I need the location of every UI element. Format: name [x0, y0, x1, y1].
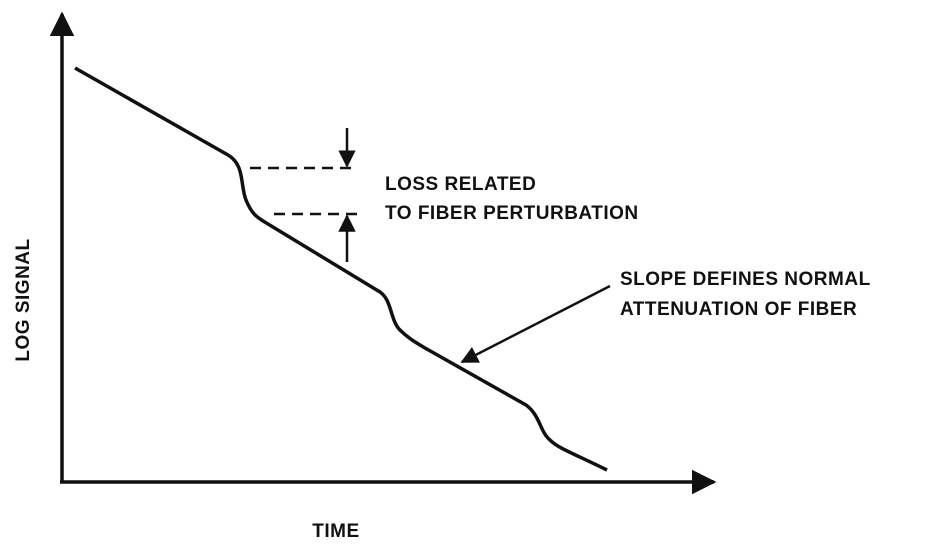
- annotation-text: TO FIBER PERTURBATION: [385, 203, 639, 224]
- y-axis-label: LOG SIGNAL: [13, 238, 34, 361]
- annotation-text: SLOPE DEFINES NORMAL: [620, 269, 871, 290]
- annotation-text: LOSS RELATED: [385, 174, 536, 195]
- signal-trace: [74, 66, 608, 472]
- annotation-text: ATTENUATION OF FIBER: [620, 299, 857, 320]
- arrow: [460, 284, 611, 364]
- x-axis-label: TIME: [312, 521, 359, 542]
